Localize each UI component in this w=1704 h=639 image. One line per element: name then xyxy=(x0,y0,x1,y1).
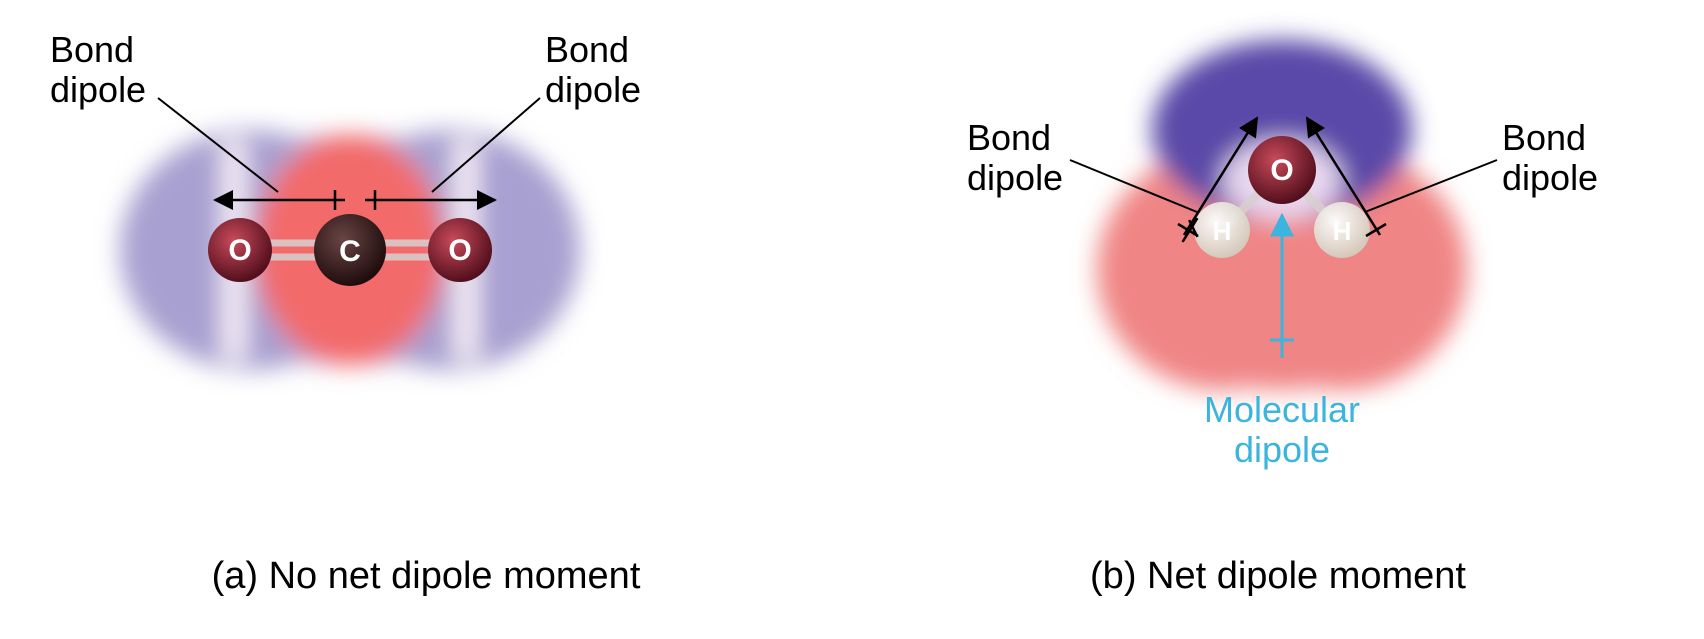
atom-label-o: O xyxy=(1270,154,1293,187)
panel-b-h2o: O H H xyxy=(852,0,1704,634)
co2-atoms: O C O xyxy=(208,214,492,286)
atom-label-o-left: O xyxy=(228,234,251,267)
atom-label-h-left: H xyxy=(1213,216,1232,246)
label-bond-dipole-right-b: Bond dipole xyxy=(1502,118,1598,197)
atom-label-o-right: O xyxy=(448,234,471,267)
atom-label-c: C xyxy=(339,235,361,268)
label-bond-dipole-left-a: Bond dipole xyxy=(50,30,146,109)
atom-label-h-right: H xyxy=(1333,216,1352,246)
label-bond-dipole-left-b: Bond dipole xyxy=(967,118,1063,197)
caption-b: (b) Net dipole moment xyxy=(852,555,1704,598)
label-bond-dipole-right-a: Bond dipole xyxy=(545,30,641,109)
h2o-diagram: O H H xyxy=(852,0,1704,634)
caption-a: (a) No net dipole moment xyxy=(0,555,852,598)
label-molecular-dipole: Molecular dipole xyxy=(1182,390,1382,469)
panel-a-co2: O C O Bond dipole Bond dipole (a) No xyxy=(0,0,852,634)
